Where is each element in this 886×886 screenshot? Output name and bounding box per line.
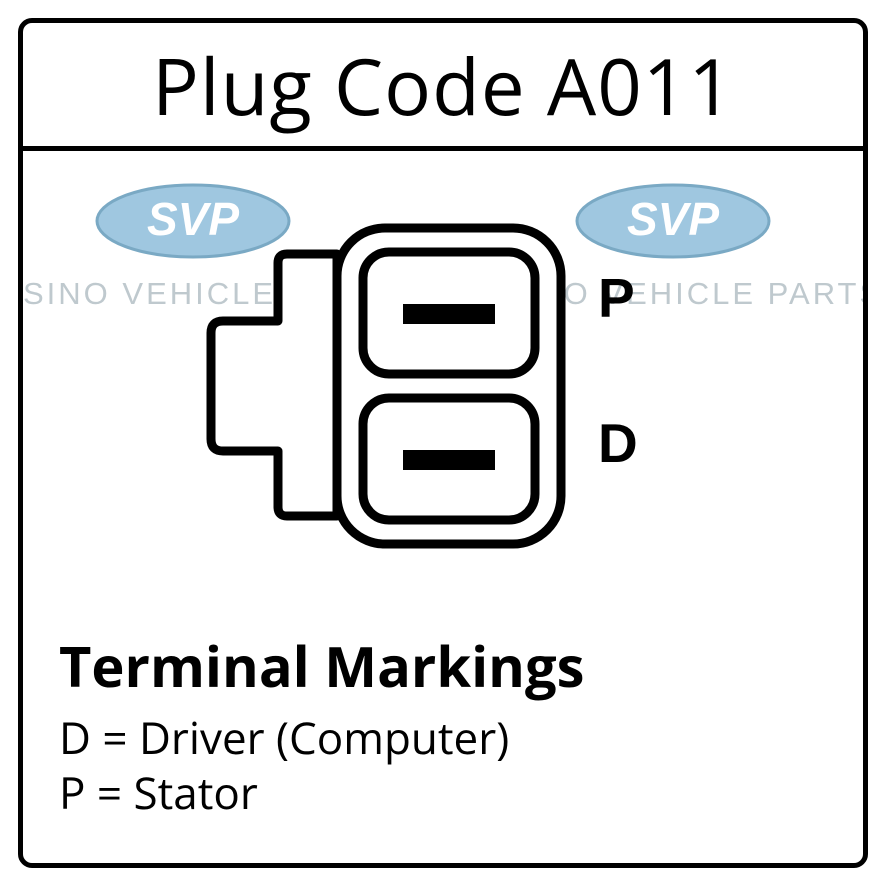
plug-code-title: Plug Code A011 [152,32,734,138]
legend-heading: Terminal Markings [59,628,584,704]
legend-line-d: D = Driver (Computer) [59,710,584,765]
terminal-legend: Terminal Markings D = Driver (Computer) … [59,628,584,820]
pin-label-d: D [598,411,638,475]
diagram-card: Plug Code A011 SVP SINO VEHICLE PARTS SV… [18,18,868,868]
diagram-area: SVP SINO VEHICLE PARTS SVP SINO VEHICLE … [23,151,863,623]
legend-line-p: P = Stator [59,765,584,820]
connector-plug-icon [193,206,663,566]
title-row: Plug Code A011 [23,23,863,151]
pin-label-p: P [598,266,635,330]
